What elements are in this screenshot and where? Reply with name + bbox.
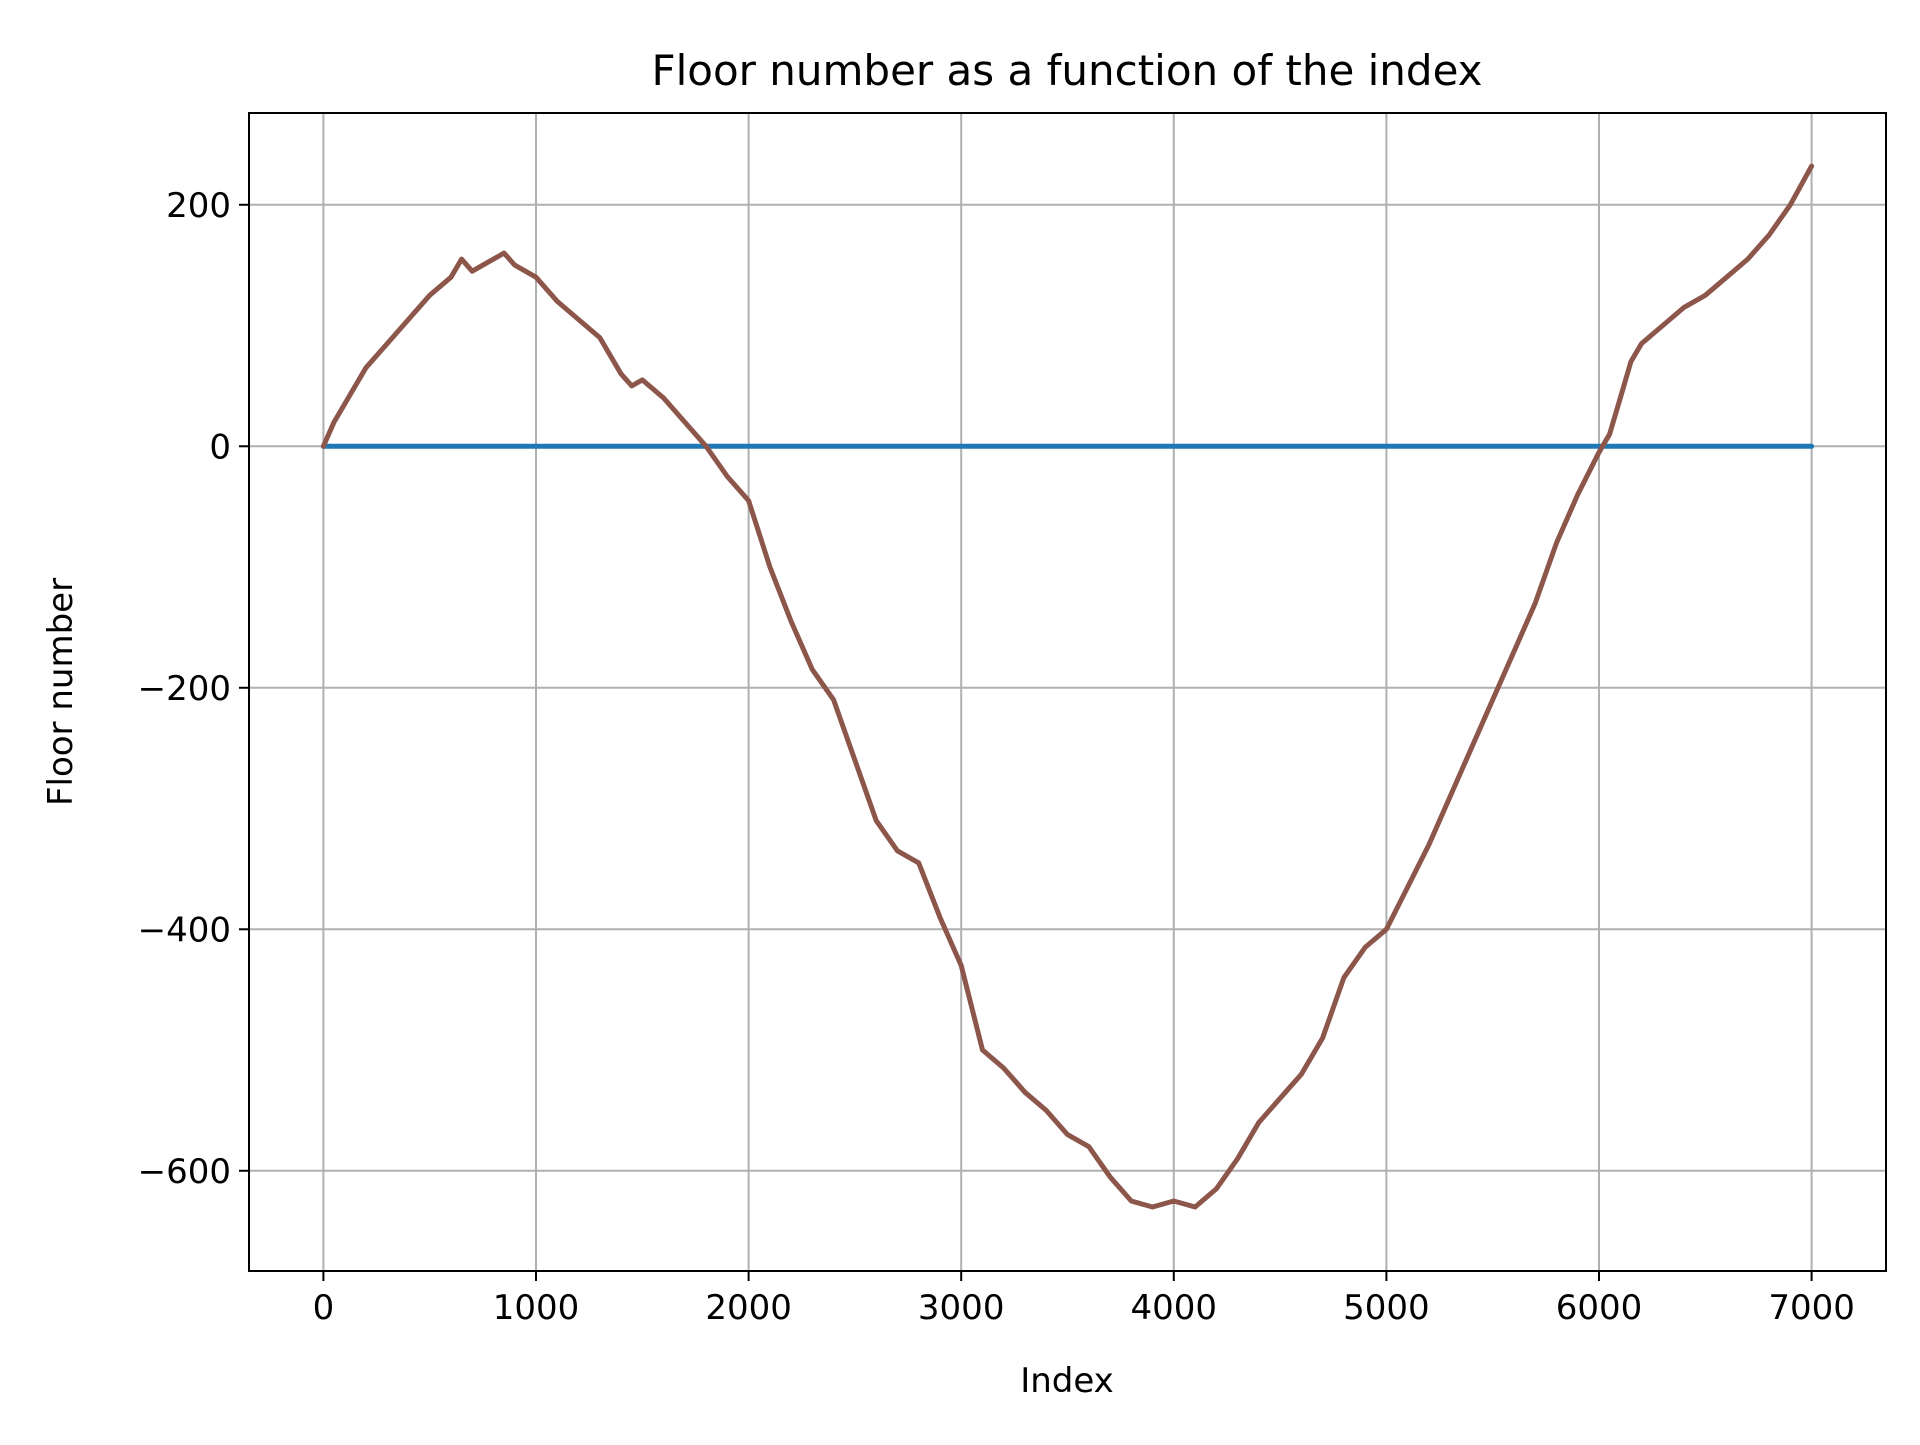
x-tick-label: 7000 [1768,1288,1855,1328]
plot-area-frame [248,112,1887,1272]
series-line-2 [320,163,1815,1210]
y-axis-label: Floor number [41,578,81,806]
y-tick-label: −200 [138,669,231,709]
x-tick-label: 3000 [918,1288,1005,1328]
x-tick-label: 1000 [493,1288,580,1328]
y-tick-label: 200 [166,186,231,226]
x-tick-label: 5000 [1343,1288,1430,1328]
x-tick-label: 4000 [1131,1288,1218,1328]
x-tick-label: 6000 [1556,1288,1643,1328]
y-tick-label: −600 [138,1152,231,1192]
chart-title: Floor number as a function of the index [651,46,1482,95]
x-axis-label: Index [1020,1361,1114,1401]
x-tick-label: 2000 [705,1288,792,1328]
axis-ticks: 0 1000 2000 3000 4000 5000 6000 70002000−200−40… [138,186,1855,1328]
y-tick-label: −400 [138,910,231,950]
x-tick-label: 0 [313,1288,335,1328]
y-tick-label: 0 [209,427,231,467]
series-lines [320,163,1815,1210]
